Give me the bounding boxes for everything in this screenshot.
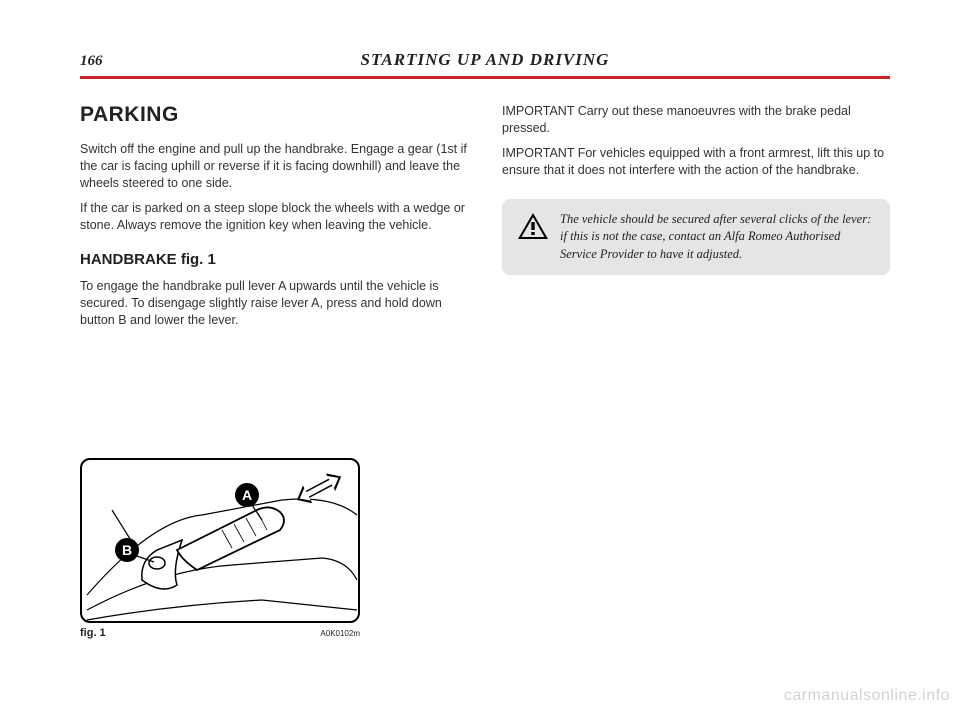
handbrake-illustration: A B [82, 460, 360, 623]
header-divider [80, 76, 890, 79]
callout-text: The vehicle should be secured after seve… [560, 211, 876, 264]
important-note-1: IMPORTANT Carry out these manoeuvres wit… [502, 103, 890, 137]
callout-inner: The vehicle should be secured after seve… [516, 211, 876, 264]
figure-1-block: A B fig. 1 A0K0102m [80, 458, 360, 639]
figure-callout-b: B [122, 542, 132, 558]
figure-code: A0K0102m [320, 629, 360, 638]
subheading-handbrake: HANDBRAKE fig. 1 [80, 251, 468, 268]
page-number: 166 [80, 53, 140, 70]
important-note-2: IMPORTANT For vehicles equipped with a f… [502, 145, 890, 179]
figure-callout-a: A [242, 487, 252, 503]
page-header: 166 STARTING UP AND DRIVING [80, 50, 890, 70]
chapter-title: STARTING UP AND DRIVING [140, 50, 890, 70]
warning-callout: The vehicle should be secured after seve… [502, 199, 890, 276]
figure-1-frame: A B [80, 458, 360, 623]
figure-label: fig. 1 [80, 627, 106, 639]
content-columns: PARKING Switch off the engine and pull u… [80, 103, 890, 337]
manual-page: 166 STARTING UP AND DRIVING PARKING Swit… [0, 0, 960, 709]
section-heading-parking: PARKING [80, 103, 468, 127]
watermark-text: carmanualsonline.info [784, 687, 950, 705]
parking-paragraph-1: Switch off the engine and pull up the ha… [80, 141, 468, 192]
figure-caption-row: fig. 1 A0K0102m [80, 627, 360, 639]
parking-paragraph-2: If the car is parked on a steep slope bl… [80, 200, 468, 234]
right-column: IMPORTANT Carry out these manoeuvres wit… [502, 103, 890, 337]
left-column: PARKING Switch off the engine and pull u… [80, 103, 468, 337]
warning-triangle-icon [516, 211, 550, 241]
handbrake-paragraph: To engage the handbrake pull lever A upw… [80, 278, 468, 329]
